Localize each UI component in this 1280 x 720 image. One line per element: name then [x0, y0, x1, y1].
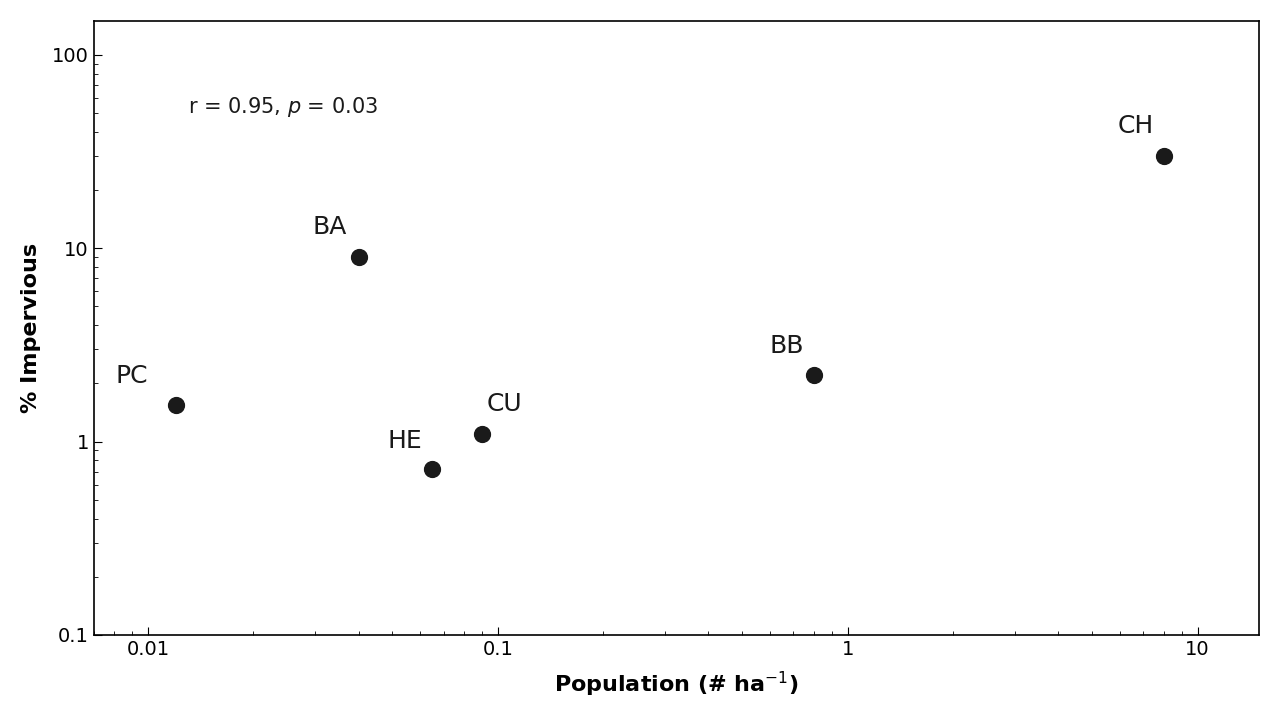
Point [422, 464, 443, 475]
Text: CU: CU [486, 392, 522, 416]
Text: BA: BA [312, 215, 347, 239]
Text: PC: PC [115, 364, 148, 388]
Y-axis label: % Impervious: % Impervious [20, 243, 41, 413]
Text: BB: BB [769, 334, 804, 359]
Point [804, 369, 824, 381]
X-axis label: Population (# ha$^{-1}$): Population (# ha$^{-1}$) [554, 670, 799, 699]
Text: HE: HE [388, 429, 422, 454]
Point [471, 428, 492, 439]
Point [1153, 150, 1174, 162]
Text: CH: CH [1117, 114, 1153, 138]
Point [348, 251, 369, 263]
Point [165, 399, 186, 410]
Text: r = 0.95, $p$ = 0.03: r = 0.95, $p$ = 0.03 [188, 95, 378, 119]
